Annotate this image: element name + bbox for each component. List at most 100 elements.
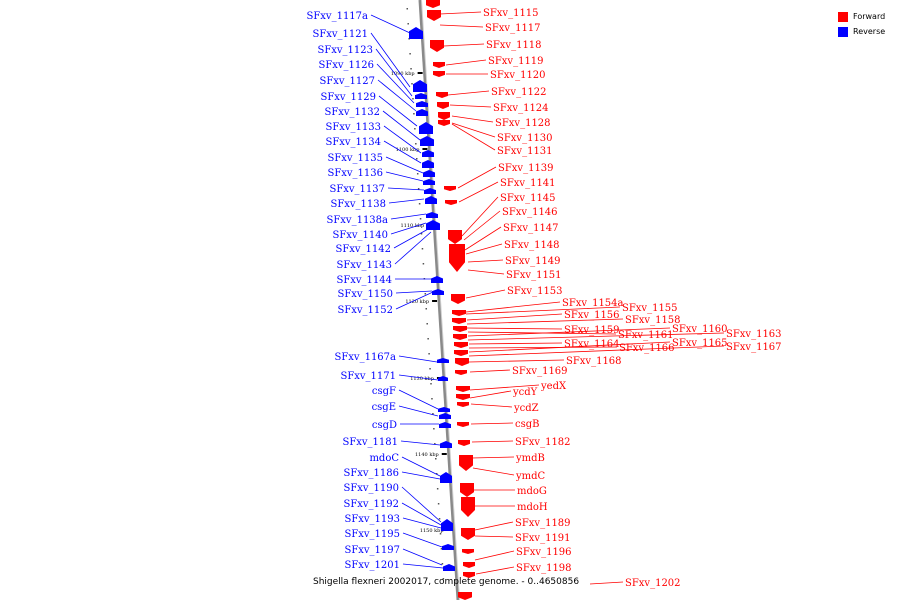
legend-item-forward: Forward — [838, 9, 885, 24]
reverse-gene-leader — [378, 95, 418, 127]
forward-gene-leader — [439, 24, 484, 28]
forward-gene-label: SFxv_1115 — [483, 8, 539, 19]
reverse-gene-label: csgD — [372, 420, 397, 431]
minor-tick — [416, 173, 419, 175]
forward-gene-shape — [438, 120, 450, 126]
reverse-gene-leader — [370, 14, 411, 34]
reverse-gene-shape — [422, 160, 434, 168]
reverse-gene-label: SFxv_1138a — [327, 215, 389, 226]
reverse-gene-label: SFxv_1132 — [324, 107, 380, 118]
reverse-gene-label: SFxv_1171 — [340, 371, 396, 382]
reverse-gene-label: SFxv_1193 — [344, 514, 400, 525]
forward-gene-shape — [453, 326, 467, 332]
forward-gene-shape — [426, 0, 440, 8]
forward-gene-shape — [427, 10, 441, 21]
reverse-gene-label: SFxv_1136 — [327, 168, 383, 179]
forward-gene-leader — [474, 535, 514, 538]
genome-axis — [418, 0, 460, 600]
reverse-gene-leader — [398, 405, 439, 417]
reverse-gene-label: SFxv_1190 — [343, 483, 399, 494]
reverse-gene-label: SFxv_1181 — [342, 437, 398, 448]
forward-gene-leader — [471, 440, 514, 443]
reverse-gene-shape — [438, 407, 450, 412]
legend-item-reverse: Reverse — [838, 24, 885, 39]
reverse-gene-shape — [440, 441, 452, 448]
minor-tick — [442, 578, 445, 580]
reverse-gene-leader — [385, 156, 424, 174]
reverse-gene-shape — [426, 212, 438, 218]
reverse-gene-leader — [393, 227, 431, 249]
forward-gene-label: ymdC — [515, 471, 546, 482]
reverse-gene-shape — [420, 136, 434, 146]
forward-gene-label: SFxv_1128 — [495, 118, 551, 129]
minor-tick — [412, 98, 414, 100]
reverse-gene-label: SFxv_1126 — [318, 60, 374, 71]
reverse-gene-leader — [402, 517, 442, 529]
reverse-gene-leader — [398, 374, 439, 381]
minor-tick — [416, 158, 418, 160]
forward-gene-shape — [436, 92, 448, 98]
reverse-gene-leader — [402, 548, 443, 566]
forward-gene-label: SFxv_1148 — [504, 240, 560, 251]
minor-tick — [418, 203, 421, 205]
reverse-gene-leader — [390, 213, 427, 220]
minor-tick — [420, 233, 423, 235]
reverse-gene-shape — [431, 276, 443, 283]
forward-gene-label: SFxv_1165 — [672, 338, 728, 349]
reverse-gene-label: SFxv_1150 — [337, 289, 393, 300]
forward-gene-leader — [468, 342, 563, 345]
forward-gene-leader — [467, 259, 504, 263]
forward-gene-label: SFxv_1120 — [490, 70, 546, 81]
reverse-gene-shape — [439, 422, 451, 428]
genome-axis-highlight — [421, 0, 460, 600]
forward-gene-leader — [469, 369, 511, 373]
forward-gene-label: SFxv_1168 — [566, 356, 622, 367]
forward-gene-shape — [456, 386, 470, 392]
forward-gene-leader — [447, 90, 490, 96]
forward-gene-shape — [460, 483, 474, 497]
scale-label: 1130 kbp — [410, 376, 434, 382]
forward-gene-label: SFxv_1158 — [625, 315, 681, 326]
forward-gene-leader — [471, 456, 515, 459]
minor-tick — [417, 188, 420, 190]
forward-gene-label: SFxv_1196 — [516, 547, 572, 558]
minor-tick — [413, 113, 415, 115]
forward-gene-leader — [470, 422, 514, 425]
forward-gene-leader — [445, 59, 487, 66]
forward-gene-shape — [451, 294, 465, 304]
minor-tick — [440, 548, 443, 550]
reverse-gene-shape — [419, 122, 433, 134]
reverse-gene-label: SFxv_1138 — [330, 199, 386, 210]
forward-gene-label: csgB — [515, 419, 539, 430]
forward-gene-label: SFxv_1139 — [498, 163, 554, 174]
forward-gene-leader — [472, 467, 515, 476]
legend-label-forward: Forward — [853, 12, 886, 21]
forward-gene-leader — [469, 390, 512, 399]
forward-gene-shape — [457, 422, 469, 427]
reverse-gene-label: csgE — [372, 402, 396, 413]
reverse-gene-shape — [424, 188, 436, 194]
reverse-gene-leader — [387, 187, 425, 191]
forward-gene-leader — [463, 210, 501, 241]
minor-tick — [430, 383, 432, 385]
minor-tick — [429, 368, 431, 370]
forward-gene-shape — [452, 318, 466, 324]
forward-gene-label: SFxv_1156 — [564, 310, 620, 321]
forward-gene-label: SFxv_1202 — [625, 578, 681, 589]
reverse-gene-leader — [390, 222, 427, 235]
reverse-gene-shape — [439, 413, 451, 419]
forward-gene-leader — [458, 181, 499, 203]
reverse-gene-label: SFxv_1152 — [337, 305, 393, 316]
reverse-gene-shape — [425, 196, 437, 204]
forward-gene-shape — [455, 370, 467, 375]
reverse-gene-label: SFxv_1140 — [332, 230, 388, 241]
reverse-gene-leader — [370, 32, 411, 88]
minor-tick — [426, 323, 428, 325]
minor-tick — [432, 413, 434, 415]
reverse-gene-shape — [409, 27, 423, 39]
minor-tick — [427, 338, 429, 340]
forward-gene-leader — [451, 115, 494, 123]
forward-gene-shape — [449, 244, 465, 272]
forward-gene-shape — [452, 310, 466, 316]
reverse-gene-leader — [398, 389, 439, 410]
